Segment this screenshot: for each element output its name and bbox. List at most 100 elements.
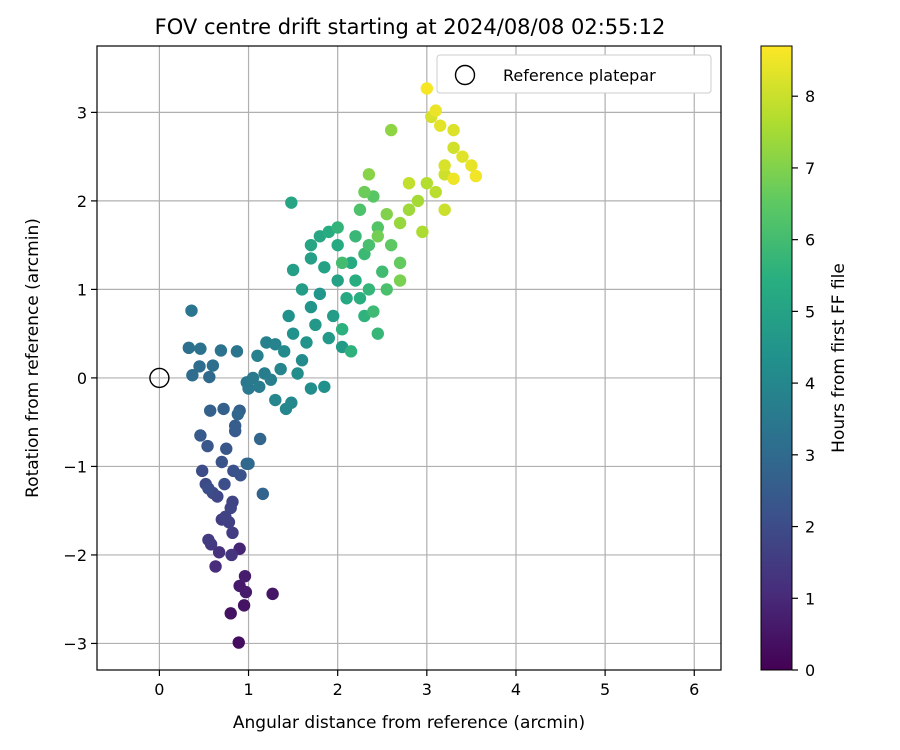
data-point [331,238,344,252]
data-point [242,382,255,395]
y-tick-label: 3 [77,103,87,122]
data-point [447,123,460,137]
data-point [465,159,478,172]
y-tick-label: −3 [63,634,87,653]
data-point [447,141,460,154]
data-point [218,477,231,491]
data-point [225,548,238,562]
data-point [224,501,237,515]
data-point [209,560,222,573]
data-point [217,402,230,416]
data-point [282,309,295,323]
y-tick-label: 2 [77,192,87,211]
data-point [376,265,389,278]
legend-entry-label: Reference platepar [503,66,656,85]
data-points [182,82,483,649]
colorbar-tick-label: 2 [805,518,815,537]
colorbar-tick-label: 5 [805,302,815,321]
data-point [251,349,264,362]
data-point [416,225,429,239]
data-point [447,172,460,185]
data-point [226,526,239,540]
y-tick-label: 1 [77,280,87,299]
colorbar-tick-label: 1 [805,589,815,608]
data-point [349,274,362,287]
data-point [239,585,253,599]
colorbar-tick-label: 3 [805,446,815,465]
data-point [266,587,279,601]
data-point [202,533,215,547]
data-point [228,419,242,432]
grid-lines [97,46,721,670]
data-point [362,238,376,252]
data-point [411,194,425,208]
data-point [384,238,398,252]
data-point [367,305,380,318]
x-axis-label: Angular distance from reference (arcmin) [233,713,585,733]
data-point [402,203,416,216]
data-point [353,203,367,216]
data-point [295,283,309,296]
data-point [295,354,309,367]
data-point [371,221,384,234]
data-point [384,123,398,137]
data-point [232,636,245,649]
data-point [335,323,349,336]
data-point [237,599,251,612]
data-point [438,159,451,172]
data-point [195,464,209,478]
reference-point-marker [149,367,170,389]
data-point [201,439,214,453]
data-point [186,369,199,382]
data-point [340,292,353,305]
data-point [253,432,267,446]
data-point [353,292,367,305]
data-point [238,569,252,583]
data-point [402,176,416,190]
data-point [256,487,270,501]
data-point [309,318,322,332]
x-tick-label: 3 [422,680,432,699]
data-point [285,396,298,409]
data-point [206,359,220,372]
data-point [253,380,266,393]
data-point [420,82,434,95]
data-point [278,345,291,358]
data-point [335,256,349,270]
colorbar-tick-label: 6 [805,231,815,250]
x-tick-label: 5 [600,680,610,699]
data-point [438,203,451,216]
data-point [286,327,300,340]
data-point [420,176,434,190]
data-point [322,331,335,345]
colorbar-tick-label: 4 [805,374,815,393]
data-point [194,429,207,442]
data-point [362,283,376,296]
data-point [318,261,331,274]
data-point [380,283,393,296]
x-tick-label: 4 [511,680,521,699]
colorbar-ticks: 0 1 2 3 4 5 6 7 8 [792,87,815,680]
y-axis-label: Rotation from reference (arcmin) [23,218,43,498]
x-tick-label: 6 [689,680,699,699]
x-tick-label: 1 [243,680,253,699]
data-point [269,338,282,351]
x-tick-label: 2 [333,680,343,699]
data-point [214,344,228,357]
data-point [380,207,393,221]
colorbar-label: Hours from first FF file [829,263,849,453]
data-point [327,309,340,323]
chart-title: FOV centre drift starting at 2024/08/08 … [155,15,666,39]
plot-frame [96,45,722,671]
data-point [371,327,384,340]
data-point [344,256,358,270]
legend-reference-marker [454,64,476,86]
data-point [291,367,304,380]
data-point [344,345,358,358]
y-tick-label: −1 [63,457,87,476]
data-point [215,455,228,469]
data-point [331,274,344,287]
data-point [194,342,207,355]
data-point [318,380,331,393]
legend-box [436,54,712,94]
